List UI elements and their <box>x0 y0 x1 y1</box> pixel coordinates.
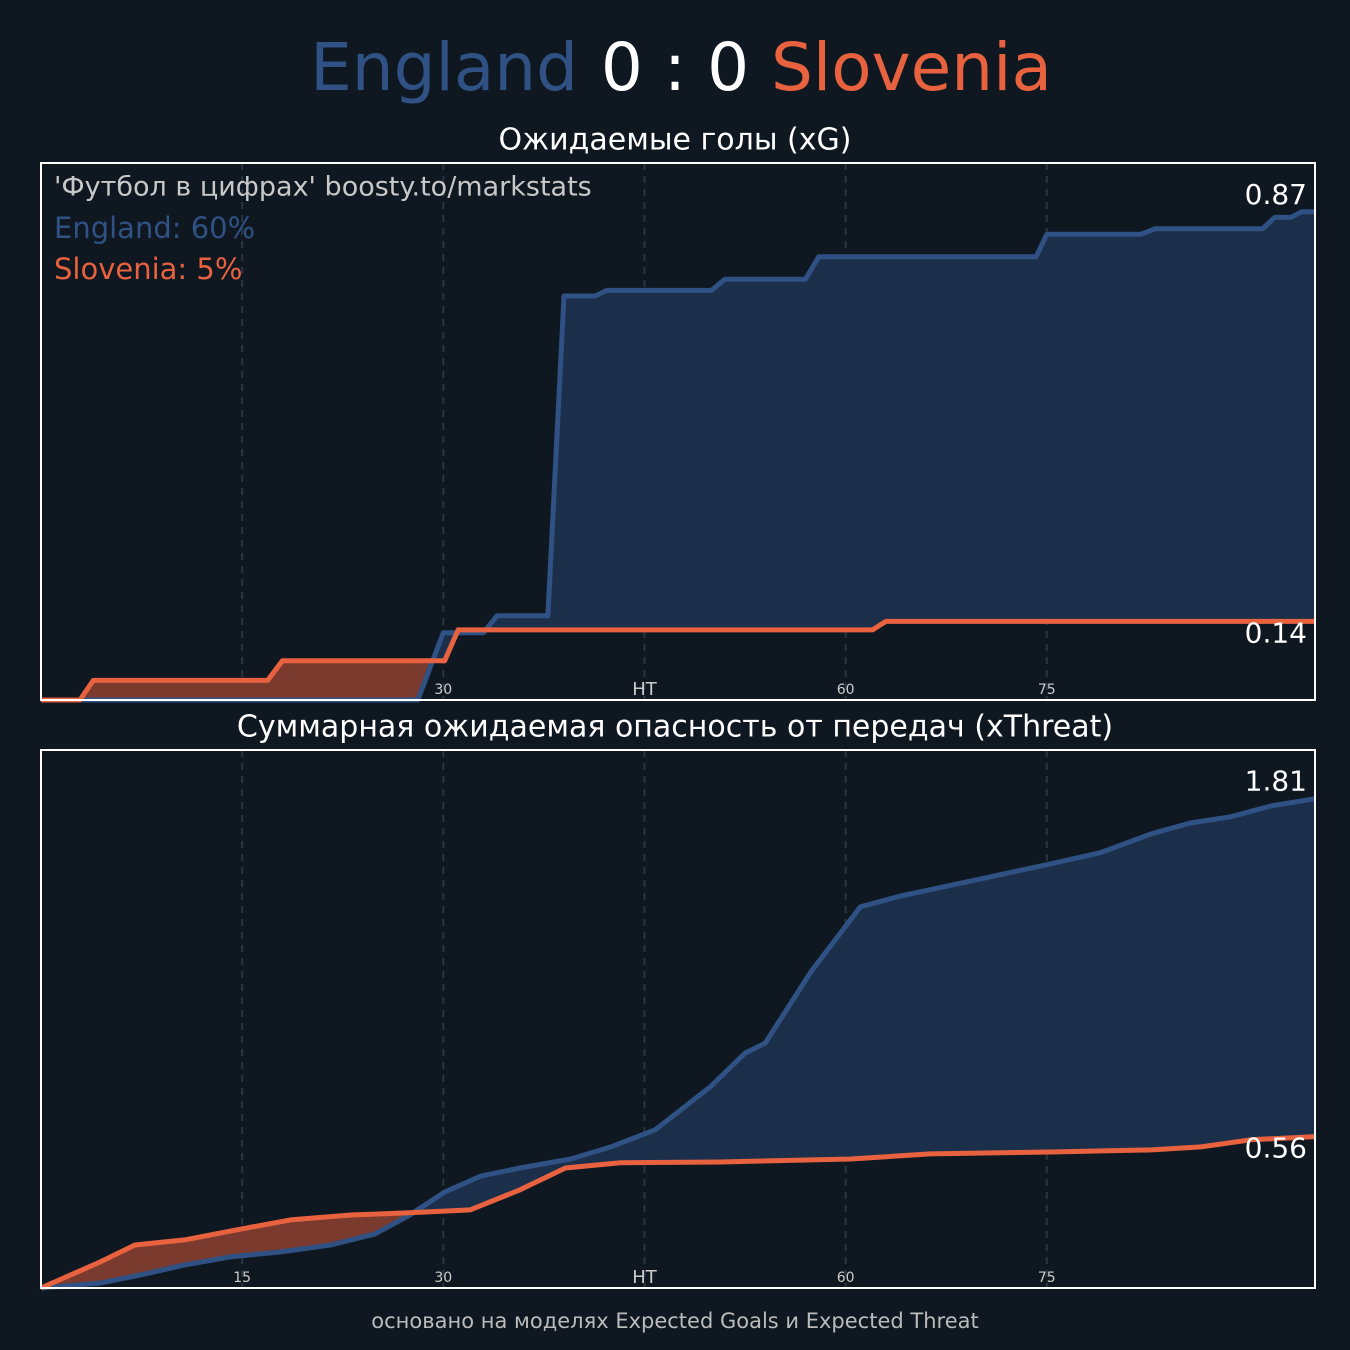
chart-title: Суммарная ожидаемая опасность от передач… <box>237 710 1113 745</box>
end-label: 0.87 <box>1245 178 1307 211</box>
series-line <box>40 796 1316 1291</box>
plot-border <box>40 162 1316 701</box>
end-label: 0.14 <box>1245 616 1307 649</box>
x-tick-label: 15 <box>233 1270 251 1286</box>
home-team: England <box>310 29 578 106</box>
footer: основано на моделях Expected Goals и Exp… <box>371 1309 978 1333</box>
series-line <box>39 1134 1316 1291</box>
x-tick-label: HT <box>632 1267 658 1288</box>
x-tick-label: 60 <box>837 682 855 698</box>
plot-border <box>40 749 1316 1289</box>
x-tick-label: 30 <box>434 1270 452 1286</box>
x-tick-label: HT <box>632 679 658 700</box>
x-tick-label: 75 <box>1038 682 1056 698</box>
chart-title: Ожидаемые голы (xG) <box>499 123 852 158</box>
end-label: 0.56 <box>1245 1132 1307 1165</box>
end-label: 1.81 <box>1245 765 1307 798</box>
away-team: Slovenia <box>771 29 1052 106</box>
series-line <box>41 618 1315 703</box>
x-tick-label: 60 <box>837 1270 855 1286</box>
legend-label: Slovenia: 5% <box>54 252 242 286</box>
watermark: 'Футбол в цифрах' boosty.to/markstats <box>54 172 592 203</box>
score: 0 : 0 <box>601 29 749 106</box>
x-tick-label: 75 <box>1038 1270 1056 1286</box>
legend-label: England: 60% <box>54 211 255 245</box>
area-fill <box>41 211 1315 700</box>
series-line <box>41 209 1315 703</box>
x-tick-label: 30 <box>434 682 452 698</box>
